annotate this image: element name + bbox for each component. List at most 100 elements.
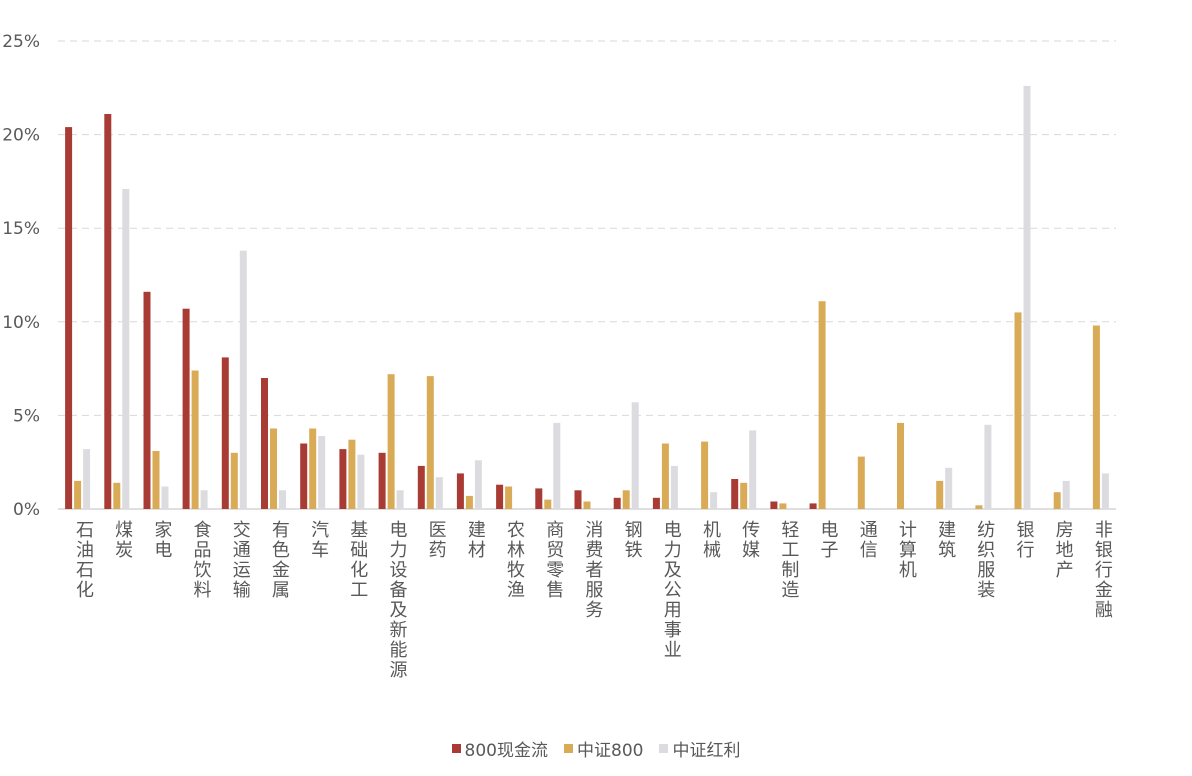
bar-中证800-建材[interactable] (465, 495, 473, 509)
bar-中证红利-基础化工[interactable] (357, 454, 365, 509)
x-tick-label: 汽车 (311, 520, 329, 561)
x-tick-label: 计算机 (899, 520, 917, 581)
bar-中证红利-银行[interactable] (1023, 85, 1031, 510)
bar-800现金流-电力及公用事业[interactable] (652, 497, 660, 509)
bar-中证800-非银行金融[interactable] (1092, 325, 1100, 510)
bar-中证800-房地产[interactable] (1053, 492, 1061, 509)
x-tick-label: 消费者服务 (585, 520, 603, 621)
bar-中证800-交通运输[interactable] (230, 452, 238, 509)
bar-中证800-家电[interactable] (152, 451, 160, 509)
bar-800现金流-家电[interactable] (143, 291, 151, 509)
bar-中证红利-食品饮料[interactable] (200, 490, 208, 509)
x-tick-label: 非银行金融 (1095, 520, 1113, 621)
bar-中证红利-机械[interactable] (710, 492, 718, 509)
bar-中证红利-医药[interactable] (435, 477, 443, 509)
bar-800现金流-交通运输[interactable] (221, 357, 229, 509)
x-tick-label: 石油石化 (76, 520, 94, 601)
y-tick-label: 20% (2, 126, 40, 146)
y-tick-label: 5% (13, 406, 40, 426)
bar-中证800-机械[interactable] (701, 441, 709, 509)
bar-中证800-电子[interactable] (818, 301, 826, 509)
bar-中证800-食品饮料[interactable] (191, 370, 199, 510)
bar-中证红利-建筑[interactable] (945, 467, 953, 509)
bar-800现金流-石油石化[interactable] (65, 127, 73, 509)
bar-800现金流-轻工制造[interactable] (770, 501, 778, 510)
legend-item-800现金流[interactable]: 800现金流 (451, 736, 548, 761)
bar-中证红利-商贸零售[interactable] (553, 422, 561, 509)
bar-800现金流-农林牧渔[interactable] (496, 484, 504, 509)
bar-中证红利-电力及公用事业[interactable] (670, 465, 678, 509)
bar-800现金流-汽车[interactable] (300, 443, 308, 510)
bar-中证800-石油石化[interactable] (74, 480, 82, 509)
bar-中证800-电力设备及新能源[interactable] (387, 374, 395, 509)
bar-800现金流-消费者服务[interactable] (574, 490, 582, 509)
bar-中证800-通信[interactable] (857, 456, 865, 509)
bar-中证红利-房地产[interactable] (1062, 480, 1070, 509)
bar-800现金流-商贸零售[interactable] (535, 488, 543, 509)
bar-中证800-商贸零售[interactable] (544, 499, 552, 509)
bar-800现金流-基础化工[interactable] (339, 449, 347, 509)
bar-800现金流-电力设备及新能源[interactable] (378, 452, 386, 509)
bar-中证800-纺织服装[interactable] (975, 505, 983, 509)
gridlines (58, 40, 1116, 510)
bar-800现金流-有色金属[interactable] (261, 378, 268, 509)
legend-label: 中证红利 (672, 740, 741, 761)
legend-label: 中证800 (577, 740, 644, 761)
x-tick-label: 传媒 (742, 520, 760, 561)
bar-800现金流-食品饮料[interactable] (182, 308, 190, 509)
bar-中证红利-钢铁[interactable] (631, 402, 639, 509)
bar-中证800-轻工制造[interactable] (779, 503, 787, 509)
legend-label: 800现金流 (464, 740, 548, 761)
bar-中证红利-非银行金融[interactable] (1101, 473, 1109, 509)
x-tick-label: 有色金属 (272, 520, 290, 601)
x-tick-label: 商贸零售 (546, 520, 564, 601)
bar-中证800-医药[interactable] (426, 376, 434, 509)
bar-中证800-消费者服务[interactable] (583, 501, 591, 510)
bar-中证红利-煤炭[interactable] (122, 188, 130, 509)
bar-800现金流-医药[interactable] (417, 465, 425, 509)
bar-中证红利-家电[interactable] (161, 486, 169, 510)
bar-中证800-有色金属[interactable] (270, 428, 277, 510)
bars (65, 85, 1109, 510)
bar-中证红利-石油石化[interactable] (83, 449, 91, 509)
bar-中证红利-交通运输[interactable] (239, 250, 247, 509)
bar-中证800-建筑[interactable] (936, 480, 944, 509)
x-tick-label: 基础化工 (350, 520, 368, 601)
x-tick-label: 交通运输 (233, 520, 251, 601)
bar-中证800-煤炭[interactable] (113, 482, 121, 509)
bar-中证800-计算机[interactable] (897, 422, 904, 509)
legend-item-中证800[interactable]: 中证800 (564, 736, 643, 761)
x-tick-label: 房地产 (1056, 520, 1074, 581)
bar-中证红利-有色金属[interactable] (279, 490, 286, 509)
x-tick-label: 医药 (429, 520, 447, 561)
bar-中证800-电力及公用事业[interactable] (661, 443, 669, 510)
y-tick-label: 25% (2, 32, 40, 52)
x-tick-label: 农林牧渔 (507, 520, 525, 601)
bar-中证红利-传媒[interactable] (749, 430, 757, 509)
bar-中证800-银行[interactable] (1014, 312, 1022, 509)
bar-800现金流-钢铁[interactable] (613, 497, 621, 509)
bar-800现金流-传媒[interactable] (731, 479, 739, 509)
bar-800现金流-建材[interactable] (456, 473, 464, 509)
legend-item-中证红利[interactable]: 中证红利 (659, 736, 740, 761)
x-tick-label: 轻工制造 (781, 520, 799, 601)
x-tick-label: 家电 (154, 520, 172, 561)
bar-中证红利-汽车[interactable] (318, 436, 326, 509)
x-tick-label: 通信 (860, 520, 878, 561)
x-tick-label: 机械 (703, 520, 721, 561)
legend: 800现金流 中证800 中证红利 (0, 736, 1192, 761)
bar-中证800-农林牧渔[interactable] (505, 486, 513, 510)
bar-800现金流-煤炭[interactable] (104, 114, 112, 509)
bar-中证800-汽车[interactable] (309, 428, 317, 510)
bar-中证红利-建材[interactable] (474, 460, 482, 509)
bar-中证800-基础化工[interactable] (348, 439, 356, 509)
bar-中证800-传媒[interactable] (740, 482, 748, 509)
bar-中证红利-纺织服装[interactable] (984, 424, 992, 509)
bar-中证800-钢铁[interactable] (622, 490, 630, 509)
x-tick-label: 纺织服装 (977, 520, 995, 601)
y-axis-ticks: 0% 5% 10% 15% 20% 25% (2, 32, 40, 520)
bar-800现金流-电子[interactable] (809, 503, 817, 509)
bar-中证红利-电力设备及新能源[interactable] (396, 490, 404, 509)
